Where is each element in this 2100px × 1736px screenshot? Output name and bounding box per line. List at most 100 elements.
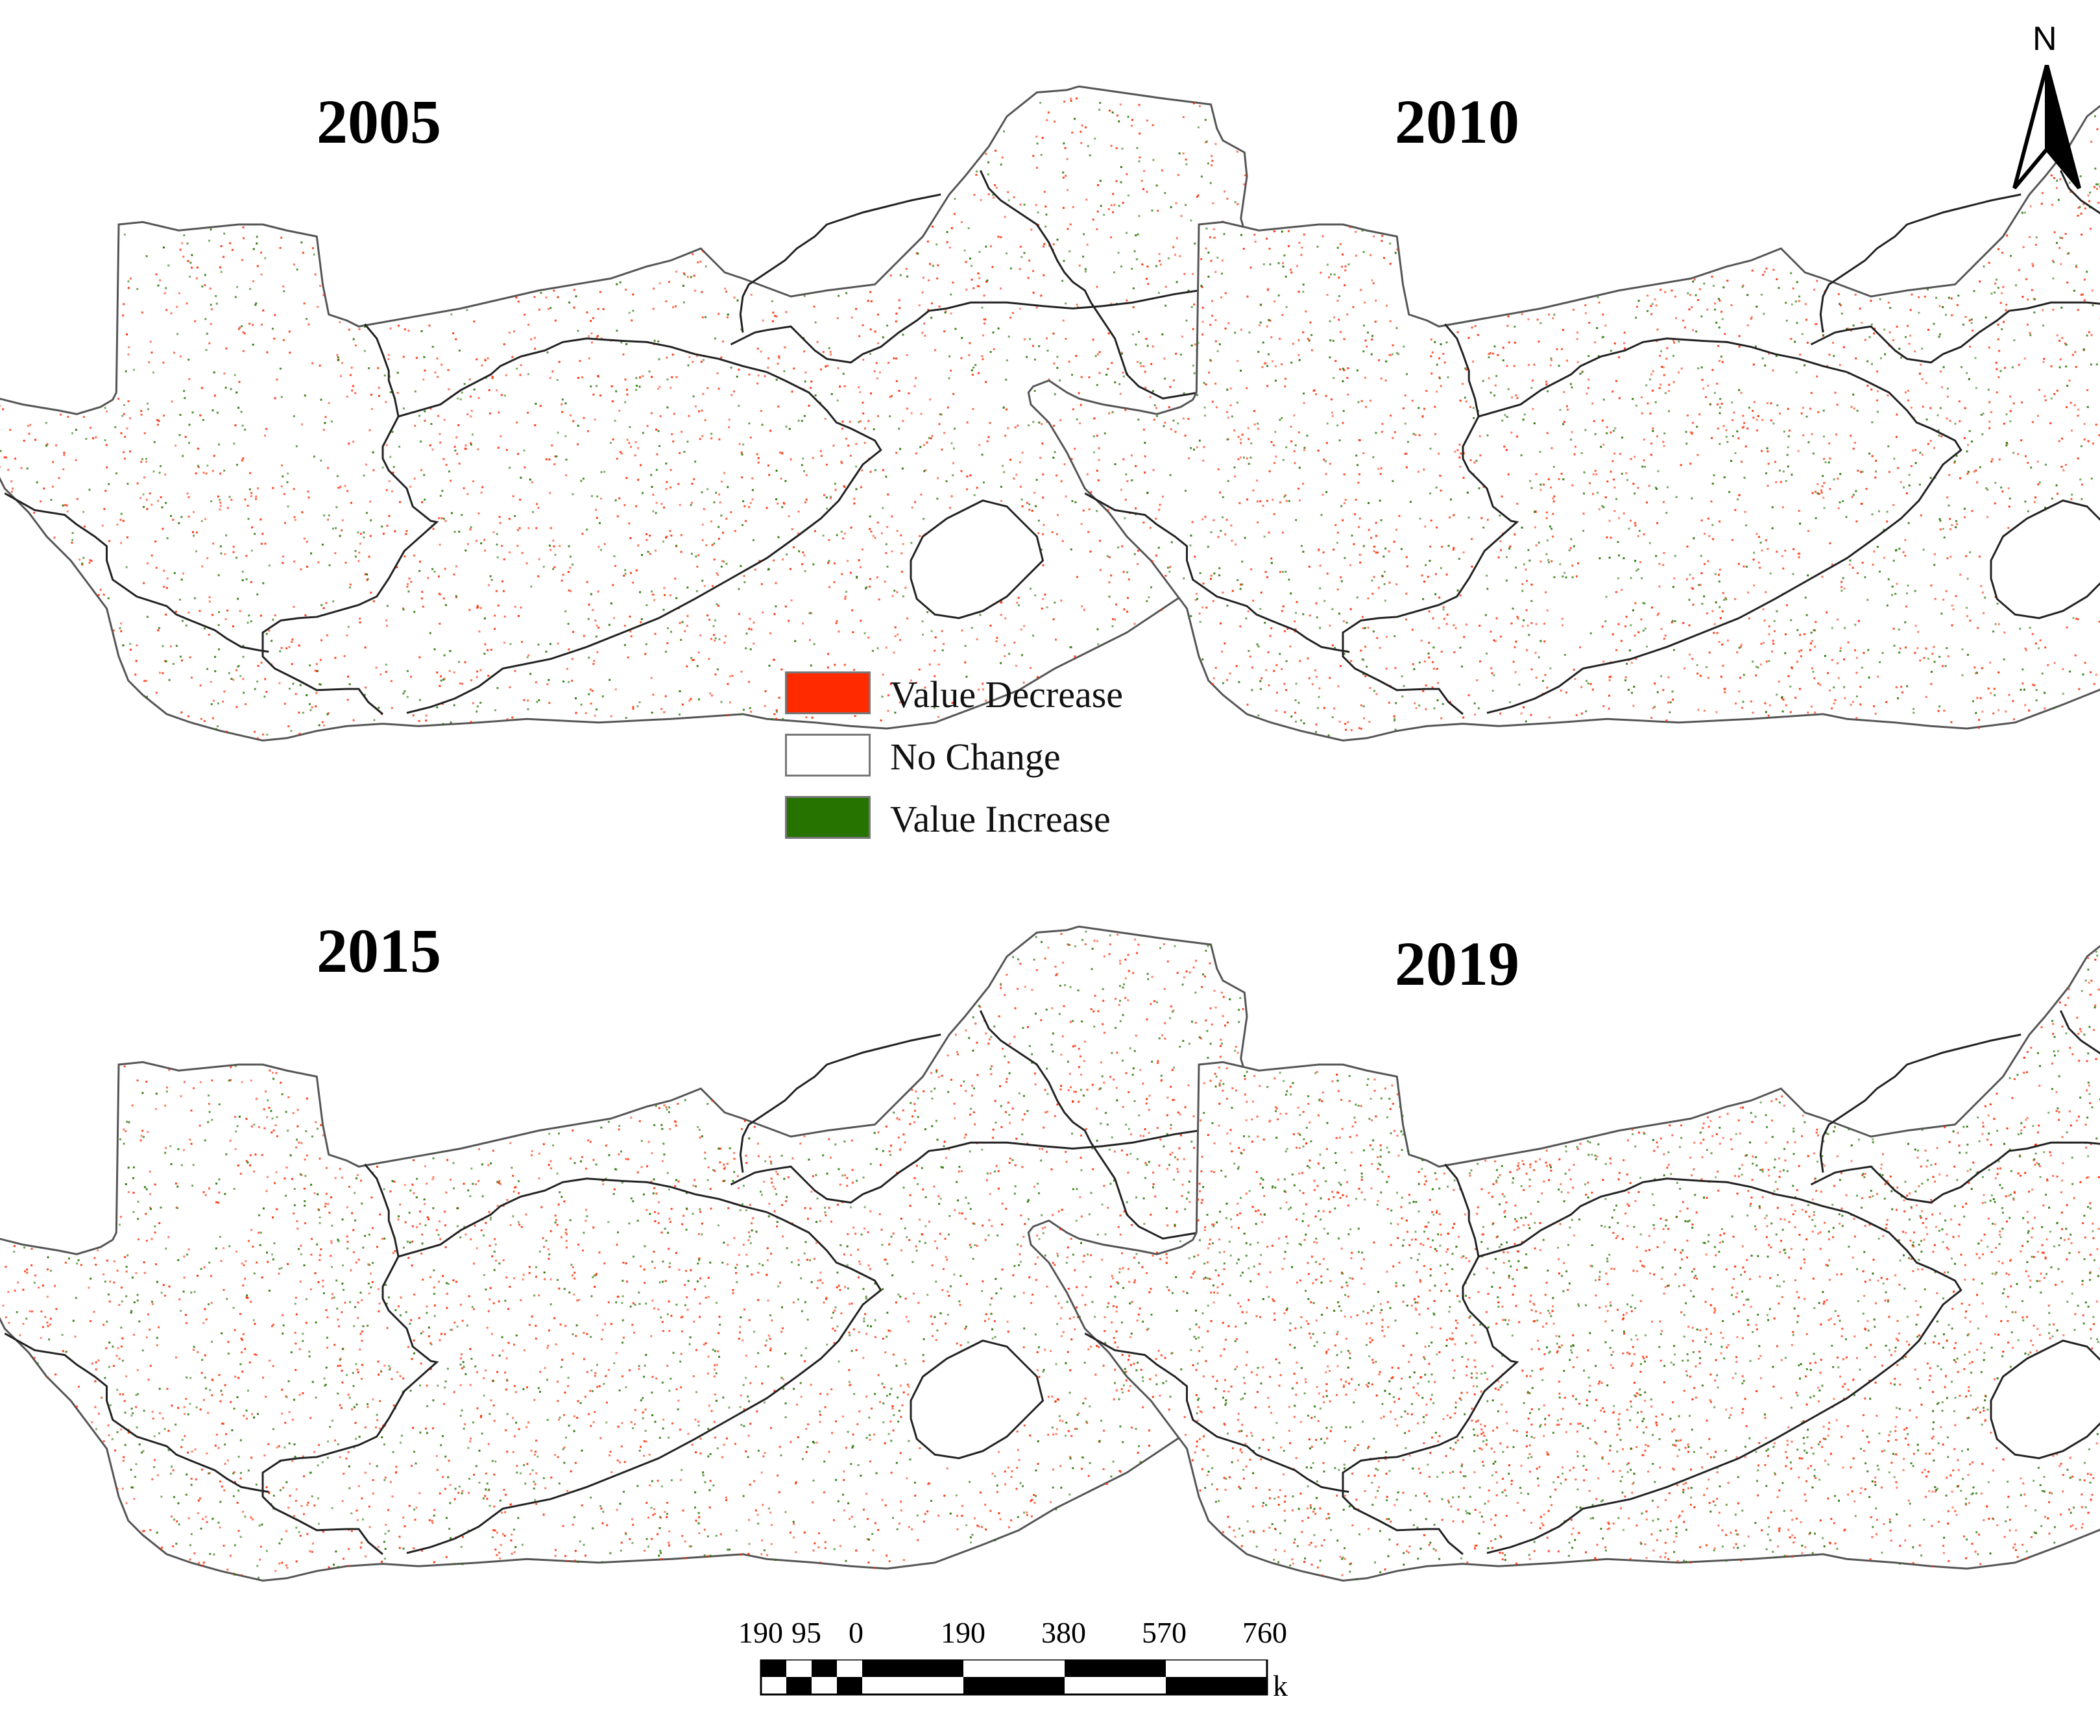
decrease-pixel xyxy=(748,506,751,509)
increase-pixel xyxy=(1897,697,1899,699)
decrease-pixel xyxy=(1659,355,1661,357)
decrease-pixel xyxy=(476,670,479,673)
decrease-pixel xyxy=(1112,618,1114,620)
decrease-pixel xyxy=(680,551,682,553)
decrease-pixel xyxy=(906,407,908,410)
decrease-pixel xyxy=(721,531,724,534)
decrease-pixel xyxy=(904,586,907,589)
decrease-pixel xyxy=(468,378,471,381)
province-boundary xyxy=(979,170,1092,303)
increase-pixel xyxy=(215,302,218,305)
decrease-pixel xyxy=(260,542,263,545)
decrease-pixel xyxy=(2031,683,2034,686)
decrease-pixel xyxy=(1512,660,1515,663)
decrease-pixel xyxy=(1052,618,1055,621)
decrease-pixel xyxy=(1209,236,1211,239)
decrease-pixel xyxy=(1534,511,1537,513)
increase-pixel xyxy=(1003,471,1006,474)
decrease-pixel xyxy=(1634,455,1636,458)
decrease-pixel xyxy=(937,663,940,666)
increase-pixel xyxy=(736,299,739,302)
decrease-pixel xyxy=(1376,637,1379,639)
increase-pixel xyxy=(1200,285,1203,287)
decrease-pixel xyxy=(1951,624,1953,627)
decrease-pixel xyxy=(1949,420,1951,422)
decrease-pixel xyxy=(255,498,257,500)
decrease-pixel xyxy=(141,311,143,314)
increase-pixel xyxy=(1533,422,1536,425)
decrease-pixel xyxy=(816,341,819,343)
decrease-pixel xyxy=(1023,625,1026,627)
decrease-pixel xyxy=(2012,718,2015,721)
decrease-pixel xyxy=(984,319,987,320)
increase-pixel xyxy=(1654,705,1656,708)
increase-pixel xyxy=(1778,287,1780,289)
decrease-pixel xyxy=(841,420,844,423)
increase-pixel xyxy=(1654,487,1657,488)
decrease-pixel xyxy=(1615,591,1617,594)
decrease-pixel xyxy=(1839,364,1841,367)
increase-pixel xyxy=(1046,350,1049,352)
increase-pixel xyxy=(1660,350,1662,352)
decrease-pixel xyxy=(1914,651,1916,654)
decrease-pixel xyxy=(966,488,969,490)
increase-pixel xyxy=(625,343,628,345)
decrease-pixel xyxy=(1663,552,1665,554)
decrease-pixel xyxy=(445,464,448,466)
decrease-pixel xyxy=(718,438,721,440)
increase-pixel xyxy=(215,295,217,297)
decrease-pixel xyxy=(2058,247,2061,249)
decrease-pixel xyxy=(62,468,65,470)
increase-pixel xyxy=(1071,374,1073,376)
decrease-pixel xyxy=(2077,309,2079,311)
decrease-pixel xyxy=(1663,374,1665,376)
decrease-pixel xyxy=(1534,526,1536,529)
decrease-pixel xyxy=(1946,496,1949,499)
decrease-pixel xyxy=(1371,338,1373,341)
decrease-pixel xyxy=(2029,332,2031,334)
decrease-pixel xyxy=(790,599,793,601)
decrease-pixel xyxy=(1552,317,1554,320)
increase-pixel xyxy=(1103,213,1105,216)
increase-pixel xyxy=(1161,333,1164,335)
decrease-pixel xyxy=(1618,397,1621,400)
decrease-pixel xyxy=(67,416,69,418)
decrease-pixel xyxy=(1201,606,1204,609)
decrease-pixel xyxy=(2029,205,2032,208)
decrease-pixel xyxy=(1318,548,1320,551)
decrease-pixel xyxy=(666,642,669,644)
increase-pixel xyxy=(1913,712,1915,714)
decrease-pixel xyxy=(1275,664,1278,666)
decrease-pixel xyxy=(989,245,992,248)
decrease-pixel xyxy=(923,322,926,325)
decrease-pixel xyxy=(2066,406,2068,409)
increase-pixel xyxy=(319,683,320,686)
decrease-pixel xyxy=(976,638,978,640)
decrease-pixel xyxy=(1258,324,1261,326)
increase-pixel xyxy=(1008,199,1010,202)
increase-pixel xyxy=(2003,658,2005,660)
decrease-pixel xyxy=(972,408,974,410)
increase-pixel xyxy=(1205,140,1208,143)
decrease-pixel xyxy=(841,573,843,575)
increase-pixel xyxy=(961,337,963,339)
increase-pixel xyxy=(1506,416,1508,418)
decrease-pixel xyxy=(1573,668,1575,671)
increase-pixel xyxy=(1652,429,1654,432)
decrease-pixel xyxy=(1964,316,1967,318)
decrease-pixel xyxy=(1334,524,1337,526)
decrease-pixel xyxy=(791,528,793,531)
decrease-pixel xyxy=(1393,540,1395,543)
decrease-pixel xyxy=(1773,630,1776,633)
increase-pixel xyxy=(1210,531,1213,533)
province-boundary xyxy=(4,492,269,653)
decrease-pixel xyxy=(1022,681,1025,684)
decrease-pixel xyxy=(265,428,267,430)
decrease-pixel xyxy=(849,455,852,457)
increase-pixel xyxy=(658,445,661,447)
decrease-pixel xyxy=(655,549,657,552)
decrease-pixel xyxy=(1582,512,1585,515)
decrease-pixel xyxy=(1161,495,1164,498)
decrease-pixel xyxy=(1997,248,1999,250)
increase-pixel xyxy=(115,472,117,475)
